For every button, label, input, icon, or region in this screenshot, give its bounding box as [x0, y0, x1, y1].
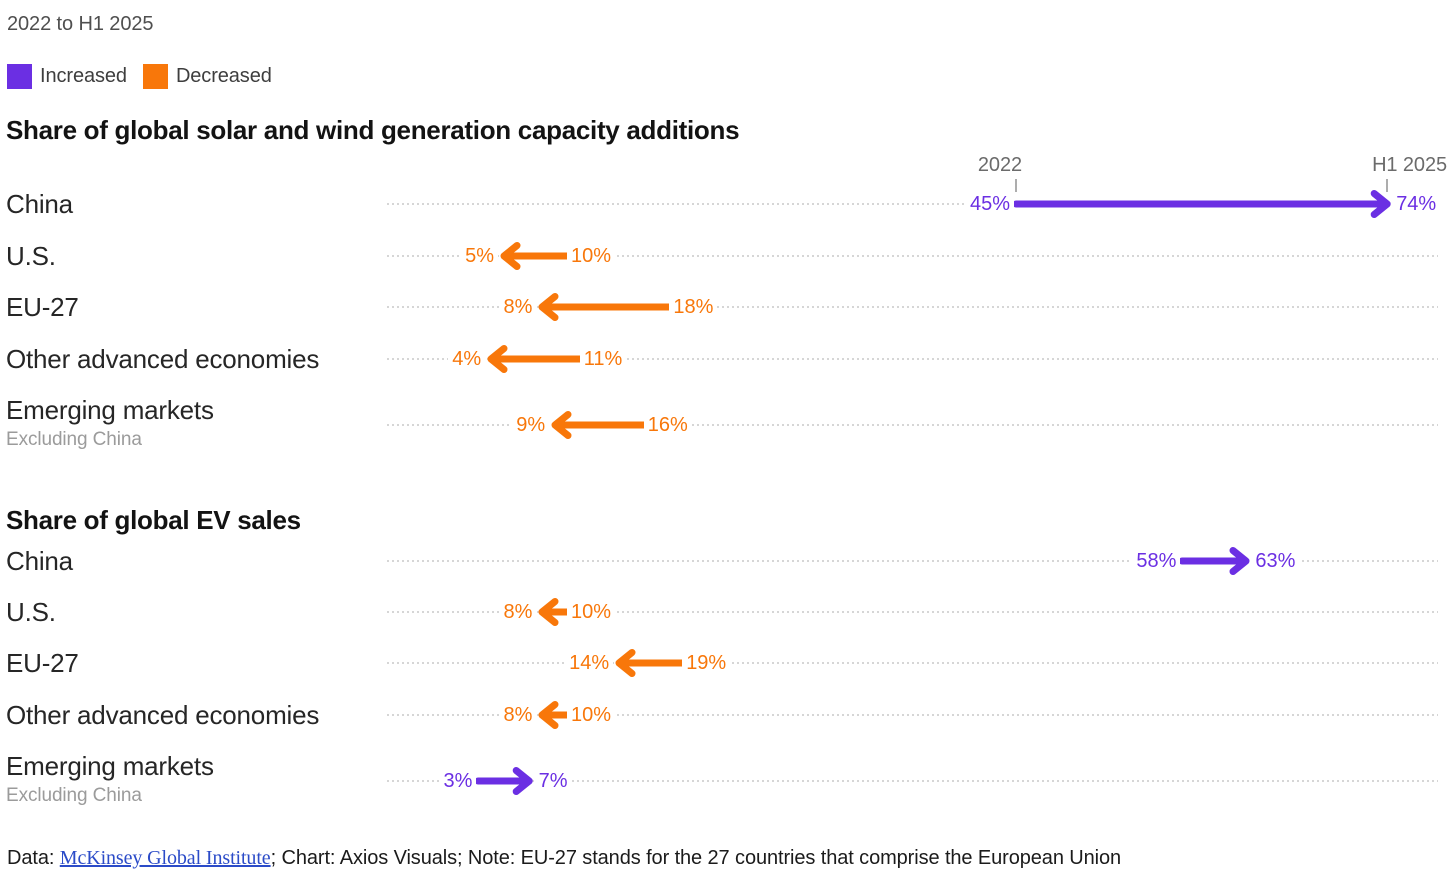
- footer-prefix: Data:: [7, 847, 60, 869]
- value-label-end: 63%: [1251, 547, 1300, 574]
- legend: Increased Decreased: [7, 64, 272, 89]
- leader-dotted-line: [387, 306, 1438, 308]
- value-label-end: 8%: [499, 701, 537, 728]
- change-arrow-decreased: [615, 649, 687, 677]
- change-arrow-decreased: [538, 597, 572, 626]
- row-label: China: [6, 189, 73, 219]
- change-arrow-decreased: [538, 700, 572, 729]
- leader-dotted-line: [387, 780, 1438, 782]
- change-arrow-increased: [474, 767, 534, 795]
- value-label-end: 8%: [499, 598, 537, 625]
- value-label-start: 18%: [669, 294, 718, 320]
- legend-label-increased: Increased: [40, 65, 127, 87]
- leader-dotted-line: [387, 559, 1438, 562]
- value-label-start: 10%: [567, 598, 616, 625]
- axis-period-end-label: H1 2025: [1372, 154, 1447, 176]
- section-title: Share of global EV sales: [6, 505, 301, 535]
- leader-dotted-line: [387, 254, 1438, 257]
- row-label: Other advanced economies: [6, 699, 320, 730]
- increased-color-swatch: [7, 64, 32, 89]
- axis-tick-end: [1386, 179, 1389, 192]
- value-label-start: 19%: [682, 650, 731, 676]
- value-label-end: 74%: [1392, 191, 1441, 217]
- value-label-end: 7%: [534, 768, 572, 794]
- legend-item-decreased: Decreased: [142, 64, 272, 89]
- section-title: Share of global solar and wind generatio…: [6, 115, 740, 145]
- value-label-end: 8%: [499, 294, 537, 320]
- value-label-start: 3%: [439, 768, 477, 794]
- row-label: U.S.: [6, 596, 56, 627]
- change-arrow-decreased: [538, 293, 674, 321]
- value-label-start: 11%: [579, 346, 627, 372]
- value-label-end: 9%: [512, 412, 550, 438]
- value-label-end: 14%: [565, 650, 614, 676]
- row-label: Emerging markets: [6, 395, 214, 425]
- leader-dotted-line: [387, 713, 1438, 716]
- value-label-start: 58%: [1132, 547, 1181, 574]
- decreased-color-swatch: [142, 64, 168, 89]
- value-label-end: 5%: [461, 242, 498, 269]
- leader-dotted-line: [387, 662, 1438, 664]
- value-label-start: 10%: [567, 701, 616, 728]
- leader-dotted-line: [387, 610, 1438, 613]
- leader-dotted-line: [387, 203, 1438, 205]
- change-arrow-increased: [1012, 190, 1391, 218]
- value-label-start: 45%: [965, 191, 1014, 217]
- change-arrow-decreased: [487, 345, 585, 373]
- row-sublabel: Excluding China: [6, 429, 142, 450]
- date-range-label: 2022 to H1 2025: [7, 13, 154, 35]
- row-label: EU-27: [6, 292, 79, 322]
- change-arrow-increased: [1178, 546, 1250, 575]
- footer-credit: Data: McKinsey Global Institute; Chart: …: [7, 847, 1121, 870]
- footer-suffix: ; Chart: Axios Visuals; Note: EU-27 stan…: [270, 847, 1122, 869]
- value-label-end: 4%: [448, 346, 486, 372]
- row-sublabel: Excluding China: [6, 785, 142, 806]
- axis-tick-start: [1015, 179, 1017, 192]
- axis-period-start-label: 2022: [977, 154, 1022, 176]
- row-label: U.S.: [6, 240, 56, 271]
- row-label: Other advanced economies: [6, 344, 320, 374]
- source-link[interactable]: McKinsey Global Institute: [59, 847, 271, 869]
- change-arrow-decreased: [500, 241, 572, 270]
- legend-label-decreased: Decreased: [175, 65, 272, 87]
- legend-item-increased: Increased: [7, 64, 127, 89]
- value-label-start: 16%: [643, 412, 692, 438]
- row-label: China: [6, 545, 73, 576]
- change-arrow-decreased: [551, 411, 649, 439]
- row-label: Emerging markets: [6, 751, 214, 781]
- value-label-start: 10%: [567, 242, 616, 269]
- leader-dotted-line: [387, 424, 1438, 426]
- row-label: EU-27: [6, 648, 79, 678]
- leader-dotted-line: [387, 358, 1438, 360]
